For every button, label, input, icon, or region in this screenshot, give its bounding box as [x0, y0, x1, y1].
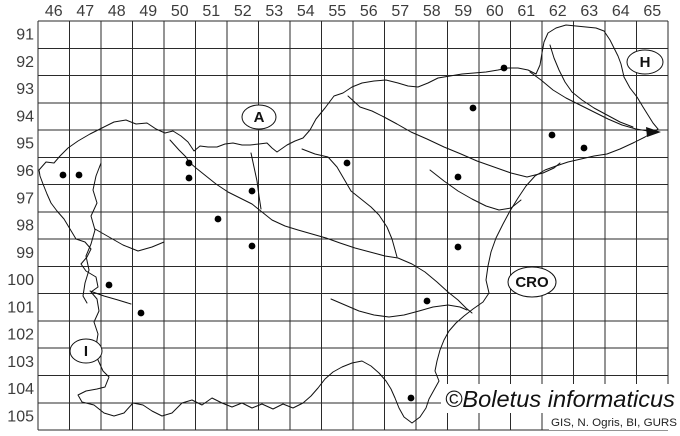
x-axis-label: 54 [297, 3, 315, 20]
x-axis-label: 63 [580, 3, 598, 20]
occurrence-dots [59, 64, 588, 402]
occurrence-dot [343, 159, 351, 167]
y-axis-label: 102 [7, 327, 34, 344]
x-axis-labels: 46 47 48 49 50 51 52 53 54 55 56 57 58 59 60 61 62 63 64 65 [45, 3, 661, 20]
river-vipava [89, 290, 132, 305]
occurrence-dot [214, 215, 222, 223]
occurrence-dot [454, 173, 462, 181]
x-axis-label: 62 [549, 3, 567, 20]
x-axis-label: 57 [391, 3, 409, 20]
river-idrijca [94, 228, 165, 252]
x-axis-label: 60 [486, 3, 504, 20]
map-outline [38, 24, 661, 424]
y-axis-label: 101 [7, 299, 34, 316]
occurrence-dot [548, 131, 556, 139]
x-axis-label: 55 [328, 3, 346, 20]
occurrence-dot [407, 394, 415, 402]
y-axis-label: 104 [7, 381, 34, 398]
country-ellipse-hungary [626, 49, 664, 75]
occurrence-dot [59, 171, 67, 179]
y-axis-label: 103 [7, 354, 34, 371]
slovenia-border-outline [38, 24, 659, 424]
occurrence-dot [469, 104, 477, 112]
occurrence-dot [580, 144, 588, 152]
x-axis-label: 47 [76, 3, 94, 20]
y-axis-label: 97 [16, 190, 34, 207]
x-axis-label: 58 [423, 3, 441, 20]
country-label-croatia: CRO [515, 274, 549, 291]
y-axis-label: 94 [16, 108, 34, 125]
x-axis-label: 48 [108, 3, 126, 20]
y-axis-labels: 91 92 93 94 95 96 97 98 99 100 101 102 103 104 105 [7, 27, 34, 426]
occurrence-dot [248, 187, 256, 195]
river-sava [169, 139, 473, 314]
coordinate-grid [37, 20, 669, 431]
x-axis-label: 59 [454, 3, 472, 20]
x-axis-label: 61 [517, 3, 535, 20]
country-label-austria: A [254, 109, 265, 126]
x-axis-label: 52 [234, 3, 252, 20]
country-ellipse-austria [241, 104, 277, 130]
river-dravinja [429, 169, 522, 211]
country-labels: A H CRO I [69, 49, 664, 364]
river-ledava [549, 44, 634, 128]
occurrence-dot [454, 243, 462, 251]
y-axis-label: 93 [16, 81, 34, 98]
x-axis-label: 64 [612, 3, 630, 20]
y-axis-label: 99 [16, 245, 34, 262]
east-tip-arrow [646, 127, 661, 137]
y-axis-label: 92 [16, 54, 34, 71]
occurrence-dot [105, 281, 113, 289]
y-axis-label: 96 [16, 163, 34, 180]
country-ellipse-croatia [507, 266, 557, 298]
x-axis-label: 51 [202, 3, 220, 20]
credits: ©Boletus informaticus GIS, N. Ogris, BI, … [441, 384, 680, 430]
river-savinja [301, 148, 398, 258]
attribution-backdrop [549, 413, 680, 430]
river-soca [82, 162, 102, 304]
x-axis-label: 50 [171, 3, 189, 20]
country-label-italy: I [84, 343, 88, 360]
occurrence-dot [185, 159, 193, 167]
x-axis-label: 65 [643, 3, 661, 20]
x-axis-label: 56 [360, 3, 378, 20]
occurrence-dot [500, 64, 508, 72]
x-axis-label: 49 [139, 3, 157, 20]
occurrence-dot [75, 171, 83, 179]
y-axis-label: 98 [16, 218, 34, 235]
x-axis-label: 53 [265, 3, 283, 20]
country-ellipse-italy [69, 338, 103, 364]
y-axis-label: 91 [16, 27, 34, 44]
attribution-text: GIS, N. Ogris, BI, GURS [551, 417, 677, 429]
river-mura [529, 71, 649, 132]
copyright-text: ©Boletus informaticus [445, 386, 676, 412]
x-axis-label: 46 [45, 3, 63, 20]
copyright-backdrop [441, 384, 680, 413]
river-drava [347, 95, 561, 178]
y-axis-label: 105 [7, 408, 34, 425]
river-kamniska-bistrica [250, 152, 262, 210]
occurrence-dot [248, 242, 256, 250]
country-label-hungary: H [640, 54, 651, 71]
y-axis-label: 95 [16, 136, 34, 153]
occurrence-dot [423, 297, 431, 305]
river-krka [330, 298, 468, 318]
occurrence-dot [185, 174, 193, 182]
y-axis-label: 100 [7, 272, 34, 289]
occurrence-dot [137, 309, 145, 317]
